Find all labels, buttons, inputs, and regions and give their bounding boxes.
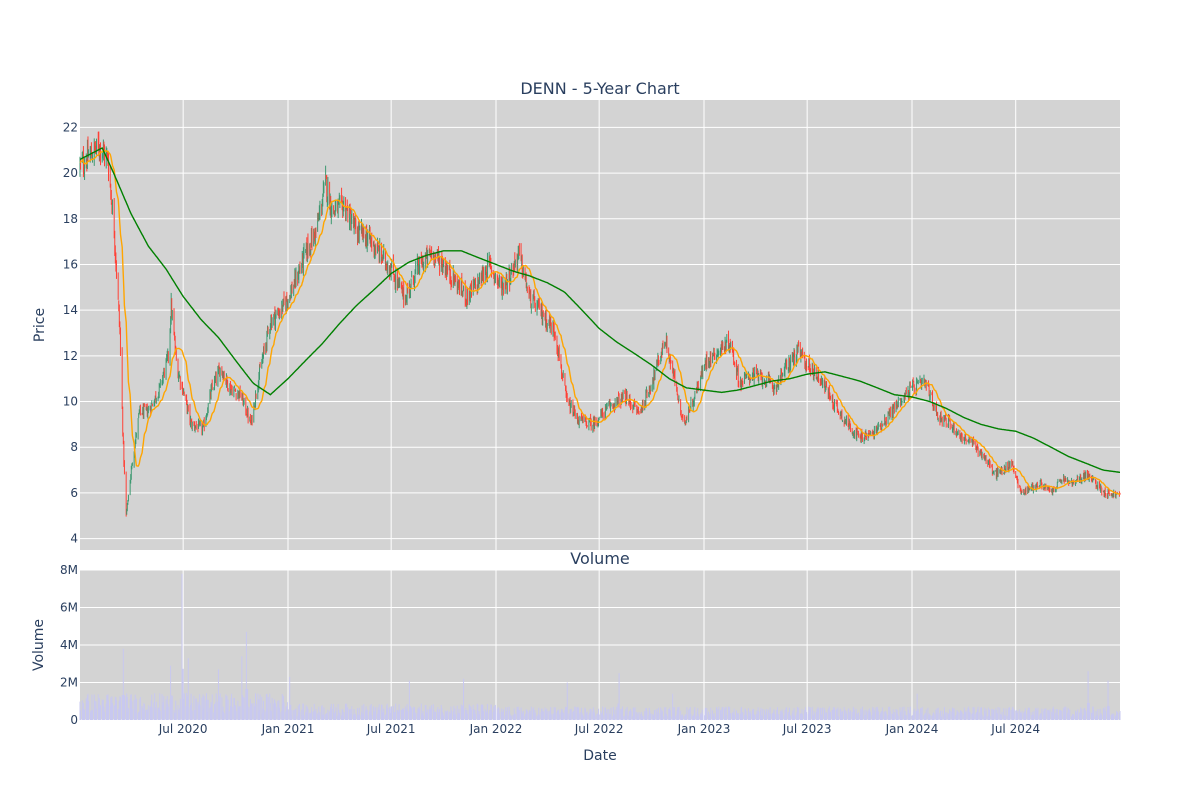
price-tick-label: 16	[63, 257, 78, 271]
date-x-tick-labels: Jul 2020 Jan 2021 Jul 2021 Jan 2022 Jul 2022…	[158, 722, 1040, 736]
price-x-gridlines	[182, 100, 1017, 550]
date-axis-label: Date	[583, 748, 616, 764]
date-tick-label: Jan 2022	[469, 722, 523, 736]
volume-bar-series	[79, 573, 1121, 720]
price-tick-label: 4	[70, 532, 78, 546]
volume-tick-label: 6M	[60, 601, 78, 615]
volume-tick-label: 4M	[60, 638, 78, 652]
price-tick-label: 10	[63, 395, 78, 409]
long-moving-average-line	[79, 147, 1120, 473]
price-axis-label: Price	[32, 308, 48, 342]
date-tick-label: Jul 2020	[158, 722, 208, 736]
price-tick-label: 8	[70, 440, 78, 454]
price-plot-area	[80, 100, 1120, 550]
price-tick-label: 22	[63, 120, 78, 134]
chart-title: DENN - 5-Year Chart	[520, 79, 679, 98]
volume-tick-label: 2M	[60, 676, 78, 690]
volume-tick-label: 0	[70, 713, 78, 727]
price-tick-label: 14	[63, 303, 78, 317]
date-tick-label: Jul 2023	[782, 722, 832, 736]
date-tick-label: Jul 2024	[990, 722, 1040, 736]
volume-subplot-title: Volume	[570, 549, 630, 568]
price-tick-label: 12	[63, 349, 78, 363]
volume-tick-label: 8M	[60, 563, 78, 577]
date-tick-label: Jan 2021	[261, 722, 315, 736]
price-tick-label: 18	[63, 212, 78, 226]
price-tick-label: 6	[70, 486, 78, 500]
volume-axis-label: Volume	[31, 619, 47, 671]
price-tick-label: 20	[63, 166, 78, 180]
date-tick-label: Jan 2024	[885, 722, 939, 736]
date-tick-label: Jul 2022	[574, 722, 624, 736]
price-y-tick-labels: 4 6 8 10 12 14 16 18 20 22	[63, 120, 78, 545]
short-moving-average-line	[79, 150, 1120, 495]
date-tick-label: Jan 2023	[677, 722, 731, 736]
price-y-gridlines	[80, 126, 1120, 540]
date-tick-label: Jul 2021	[366, 722, 416, 736]
volume-x-gridlines	[182, 570, 1017, 720]
volume-y-tick-labels: 0 2M 4M 6M 8M	[60, 563, 78, 727]
